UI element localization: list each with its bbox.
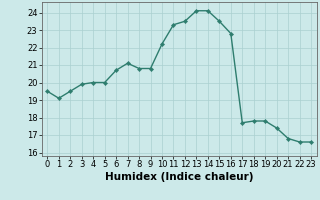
X-axis label: Humidex (Indice chaleur): Humidex (Indice chaleur) [105,172,253,182]
